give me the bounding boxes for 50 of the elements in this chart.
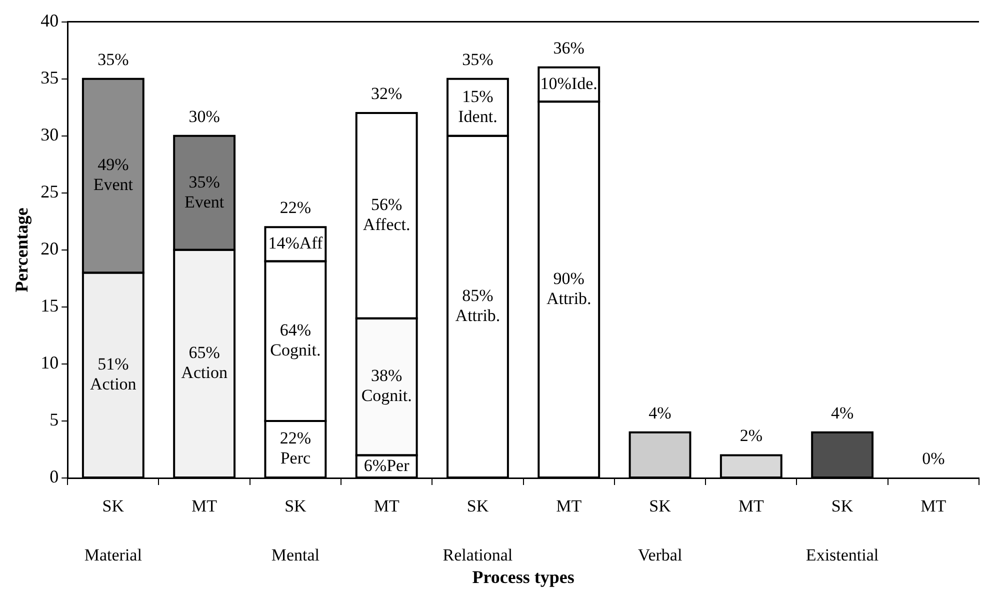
y-tick-label: 15 [40, 296, 59, 316]
annotation: 64% Cognit. [270, 320, 321, 360]
text: Verbal [638, 545, 682, 564]
total-label: 4% [830, 403, 854, 422]
annotation: 49% Event [93, 155, 134, 194]
y-axis-title: Percentage [11, 208, 32, 292]
y-tick-label: 0 [50, 466, 59, 487]
text: Relational [442, 545, 513, 564]
x-tick-label: MT [192, 496, 218, 516]
x-axis-title: Process types [472, 566, 574, 587]
y-tick-label: 20 [40, 238, 59, 259]
y-tick-label: 10 [40, 352, 59, 373]
x-tick-label: MT [556, 496, 582, 516]
x-tick-label: SK [831, 496, 854, 516]
annotation: 35% Event [184, 172, 224, 212]
annotation: 10%Ide. [540, 74, 598, 93]
total-label: 22% [280, 198, 312, 218]
x-tick-label: SK [284, 496, 308, 516]
text: Material [84, 545, 142, 564]
x-tick-label: SK [102, 496, 125, 516]
annotation: 15% Ident. [458, 86, 498, 126]
x-tick-label: MT [374, 496, 400, 516]
annotation: 90% Attrib. [546, 269, 592, 308]
y-tick-label: 30 [40, 124, 59, 145]
y-tick-label: 40 [40, 10, 59, 31]
x-tick-label: MT [920, 496, 947, 516]
annotation: 51% Action [90, 354, 137, 394]
text: Existential [806, 545, 879, 564]
x-tick-label: SK [649, 496, 672, 516]
annotation: 85% Attrib. [455, 286, 500, 326]
y-tick-label: 35 [40, 68, 59, 88]
annotation: 14%Aff [268, 234, 324, 253]
y-tick-label: 25 [40, 182, 59, 202]
x-tick-label: MT [738, 496, 765, 516]
annotation: 65% Action [181, 343, 228, 382]
y-tick-label: 5 [50, 410, 59, 430]
annotation: 22% Perc [280, 428, 312, 468]
total-label: 32% [371, 84, 402, 104]
annotation: 38% Cognit. [361, 366, 412, 406]
total-label: 30% [188, 106, 220, 126]
total-label: 35% [98, 50, 129, 69]
annotation: 6%Per [364, 456, 410, 475]
x-tick-label: SK [466, 496, 490, 516]
total-label: 35% [462, 50, 494, 69]
text: Mental [271, 545, 320, 564]
total-label: 4% [648, 403, 672, 422]
annotation: 56% Affect. [362, 195, 410, 234]
total-label: 2% [740, 426, 762, 446]
total-label: 0% [922, 448, 945, 468]
total-label: 36% [553, 38, 584, 58]
